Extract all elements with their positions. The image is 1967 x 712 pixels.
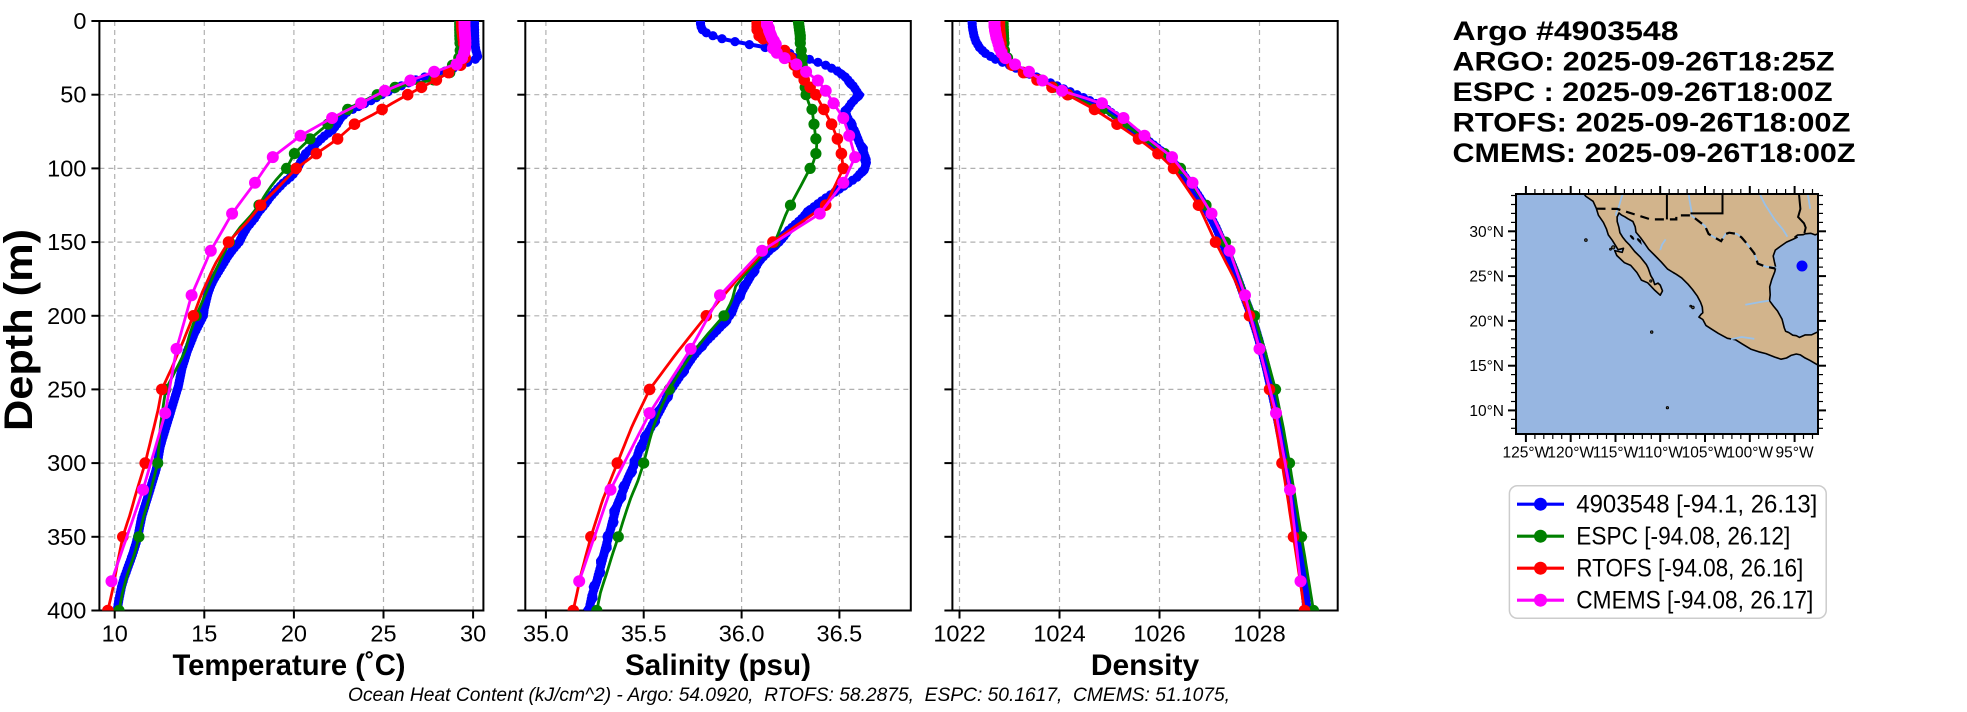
svg-text:CMEMS [-94.08, 26.17]: CMEMS [-94.08, 26.17] (1576, 587, 1813, 615)
svg-text:30: 30 (460, 621, 486, 647)
svg-text:4903548 [-94.1, 26.13]: 4903548 [-94.1, 26.13] (1576, 491, 1817, 519)
svg-text:20°N: 20°N (1469, 313, 1504, 330)
svg-text:1028: 1028 (1233, 621, 1285, 647)
svg-text:20: 20 (281, 621, 307, 647)
svg-text:300: 300 (47, 450, 86, 476)
svg-text:95°W: 95°W (1776, 445, 1814, 462)
svg-text:30°N: 30°N (1469, 224, 1504, 241)
svg-text:150: 150 (47, 229, 86, 255)
svg-text:105°W: 105°W (1682, 445, 1729, 462)
svg-text:Salinity (psu): Salinity (psu) (625, 649, 811, 682)
svg-text:1024: 1024 (1033, 621, 1085, 647)
svg-text:350: 350 (47, 524, 86, 550)
svg-text:RTOFS [-94.08, 26.16]: RTOFS [-94.08, 26.16] (1576, 555, 1803, 583)
svg-text:10: 10 (102, 621, 128, 647)
svg-text:ARGO: 2025-09-26T18:25Z: ARGO: 2025-09-26T18:25Z (1453, 47, 1835, 77)
svg-text:15°N: 15°N (1469, 358, 1504, 375)
svg-text:125°W: 125°W (1503, 445, 1550, 462)
svg-text:Ocean Heat Content (kJ/cm^2) -: Ocean Heat Content (kJ/cm^2) - Argo: 54.… (348, 685, 1230, 706)
svg-text:Argo #4903548: Argo #4903548 (1453, 16, 1679, 46)
svg-text:ESPC : 2025-09-26T18:00Z: ESPC : 2025-09-26T18:00Z (1453, 77, 1833, 107)
svg-text:ESPC [-94.08, 26.12]: ESPC [-94.08, 26.12] (1576, 523, 1790, 551)
svg-text:1022: 1022 (933, 621, 985, 647)
svg-text:25: 25 (370, 621, 396, 647)
svg-text:120°W: 120°W (1547, 445, 1594, 462)
svg-text:1026: 1026 (1133, 621, 1185, 647)
svg-text:115°W: 115°W (1593, 445, 1639, 462)
svg-text:50: 50 (60, 82, 86, 108)
svg-text:400: 400 (47, 598, 86, 624)
svg-text:35.0: 35.0 (523, 621, 569, 647)
svg-text:25°N: 25°N (1469, 269, 1504, 286)
svg-text:0: 0 (73, 8, 86, 34)
svg-text:36.5: 36.5 (817, 621, 863, 647)
svg-text:Depth (m): Depth (m) (0, 229, 41, 431)
svg-text:100°W: 100°W (1726, 445, 1773, 462)
svg-text:10°N: 10°N (1469, 403, 1504, 420)
svg-text:100: 100 (47, 155, 86, 181)
svg-text:CMEMS: 2025-09-26T18:00Z: CMEMS: 2025-09-26T18:00Z (1453, 138, 1856, 168)
svg-text:250: 250 (47, 376, 86, 402)
svg-text:110°W: 110°W (1637, 445, 1683, 462)
svg-text:15: 15 (191, 621, 217, 647)
svg-text:RTOFS: 2025-09-26T18:00Z: RTOFS: 2025-09-26T18:00Z (1453, 108, 1851, 138)
svg-text:35.5: 35.5 (621, 621, 667, 647)
svg-text:Temperature (˚C): Temperature (˚C) (173, 649, 406, 682)
svg-text:200: 200 (47, 303, 86, 329)
svg-text:36.0: 36.0 (719, 621, 765, 647)
svg-text:Density: Density (1091, 649, 1200, 682)
